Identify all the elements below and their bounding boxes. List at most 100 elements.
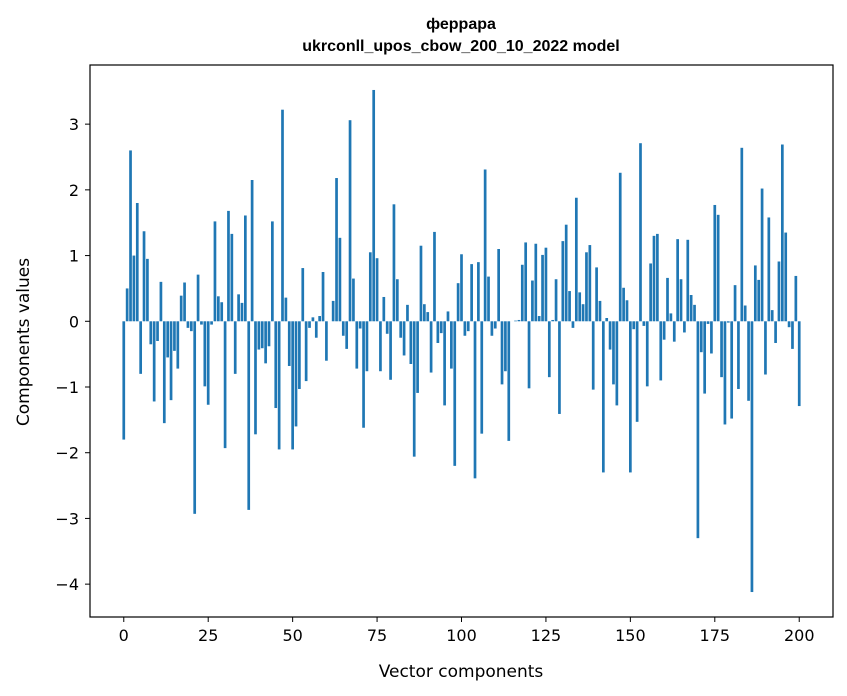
bar — [774, 321, 777, 343]
bar — [537, 316, 541, 322]
bar — [301, 268, 305, 322]
bar — [551, 319, 555, 322]
bar — [325, 321, 328, 361]
bar — [561, 241, 565, 322]
bar — [395, 279, 399, 322]
bar — [203, 321, 207, 387]
bar — [375, 258, 379, 322]
bar — [642, 321, 646, 326]
bar — [757, 279, 761, 322]
bar — [612, 321, 615, 385]
bar — [287, 321, 291, 366]
bar — [125, 288, 129, 322]
bar — [267, 321, 271, 347]
bar — [156, 321, 159, 341]
bar — [534, 243, 538, 322]
bar — [169, 321, 173, 401]
bar — [622, 287, 625, 322]
bar — [544, 247, 548, 322]
bar — [500, 321, 504, 385]
bar — [659, 321, 663, 381]
bar — [591, 321, 595, 390]
bar — [477, 262, 480, 322]
bar — [679, 279, 683, 322]
bar — [162, 321, 166, 424]
bar — [227, 210, 230, 322]
bar — [480, 321, 484, 434]
bar — [595, 267, 598, 322]
x-tick-label: 75 — [367, 626, 387, 645]
bar — [520, 264, 524, 322]
bar — [635, 321, 639, 422]
bar — [446, 311, 450, 322]
bar — [409, 321, 413, 364]
bar — [797, 321, 801, 407]
x-axis-ticks: 0 25 50 75 100 125 150 175 200 — [119, 617, 815, 645]
bar — [419, 245, 423, 322]
bar — [189, 321, 193, 332]
bar — [585, 252, 588, 322]
bar — [747, 321, 750, 401]
bar — [676, 239, 679, 322]
bar — [216, 296, 220, 322]
bar — [686, 239, 690, 322]
bar — [791, 321, 794, 349]
bar — [311, 317, 315, 322]
bar — [564, 224, 568, 322]
bar — [504, 321, 507, 372]
bar — [294, 321, 298, 427]
bar — [764, 321, 767, 375]
bar — [743, 305, 747, 322]
bar — [257, 321, 261, 350]
bar — [777, 261, 781, 322]
bar — [713, 204, 717, 322]
bar — [352, 278, 355, 322]
bar — [429, 321, 433, 373]
bar — [274, 321, 278, 409]
bar — [730, 321, 734, 419]
bar — [247, 321, 251, 510]
bar — [456, 283, 460, 322]
bar — [541, 254, 544, 322]
bar — [649, 263, 652, 322]
bar — [193, 321, 197, 514]
bar — [264, 321, 267, 364]
bar — [615, 321, 619, 406]
bar — [176, 321, 180, 369]
bar — [639, 143, 642, 322]
bar — [135, 203, 139, 322]
bar — [277, 321, 281, 450]
bar — [669, 313, 673, 322]
bar — [281, 109, 284, 322]
bar — [554, 279, 558, 322]
bar — [490, 321, 494, 336]
bar — [571, 321, 575, 328]
bar — [213, 221, 217, 322]
bar — [132, 255, 136, 322]
y-tick-label: 0 — [69, 312, 79, 331]
bar — [693, 304, 696, 322]
bar — [423, 304, 426, 322]
bar — [706, 321, 710, 324]
bar — [122, 321, 126, 440]
bar — [666, 277, 669, 322]
bar — [348, 120, 352, 322]
bar — [770, 310, 774, 322]
bar — [314, 321, 318, 338]
bar — [392, 204, 396, 322]
bar — [368, 252, 372, 322]
bar — [547, 321, 551, 378]
bar — [514, 320, 517, 322]
bar — [173, 321, 176, 351]
x-tick-label: 25 — [198, 626, 218, 645]
bar — [402, 321, 406, 356]
bar — [166, 321, 170, 358]
bar — [588, 245, 592, 322]
bar — [146, 258, 149, 322]
bar — [466, 321, 470, 332]
bar — [372, 89, 376, 322]
bar — [683, 321, 686, 333]
bar — [601, 321, 605, 473]
bar — [443, 321, 446, 406]
